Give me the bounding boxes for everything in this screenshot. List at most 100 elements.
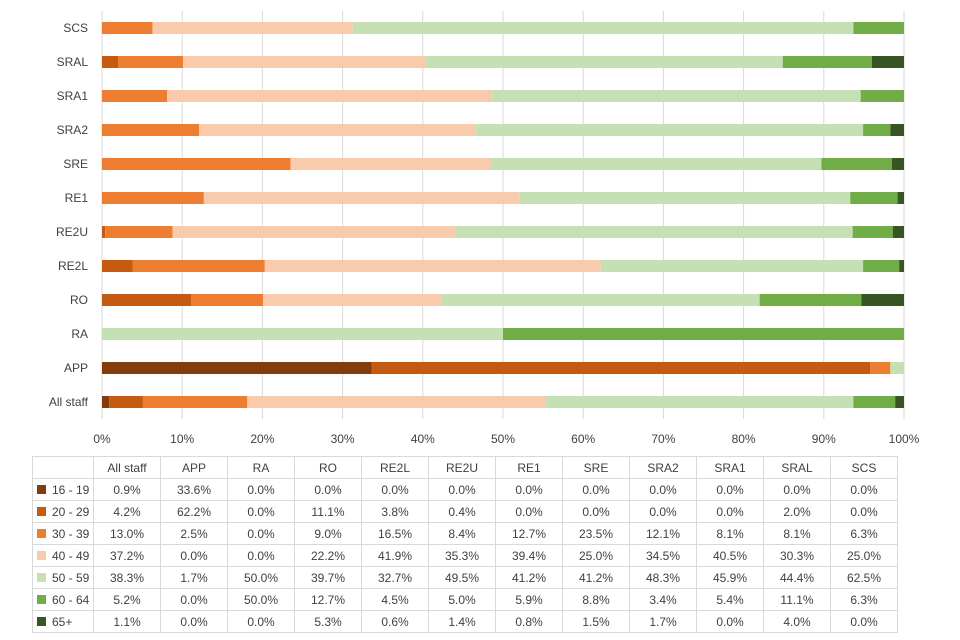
table-cell: 0.4%	[428, 500, 496, 523]
table-cell: 23.5%	[562, 522, 630, 545]
table-cell: 8.1%	[763, 522, 831, 545]
table-cell: 5.4%	[696, 588, 764, 611]
table-cell: 25.0%	[830, 544, 898, 567]
table-cell: 0.0%	[495, 478, 563, 501]
table-cell: 5.0%	[428, 588, 496, 611]
table-cell: 62.5%	[830, 566, 898, 589]
bar-segment	[102, 22, 153, 34]
bar-segment	[892, 226, 904, 238]
bar-segment	[152, 22, 353, 34]
table-cell: 25.0%	[562, 544, 630, 567]
table-cell: 33.6%	[160, 478, 228, 501]
table-cell: 0.0%	[361, 478, 429, 501]
bar-segment	[861, 294, 904, 306]
table-row: 50 - 59 38.3% 1.7% 50.0% 39.7% 32.7% 49.5% 41.2…	[32, 566, 898, 589]
legend-label: 30 - 39	[52, 526, 90, 541]
table-cell: 0.0%	[227, 478, 295, 501]
bar-segment	[102, 158, 291, 170]
table-cell: 16.5%	[361, 522, 429, 545]
bar-segment	[102, 192, 204, 204]
bar-segment	[203, 192, 520, 204]
x-tick-label: 10%	[170, 432, 194, 446]
legend-key	[37, 506, 46, 516]
legend-key	[37, 616, 46, 626]
category-label: All staff	[49, 395, 89, 409]
table-cell: 1.7%	[160, 566, 228, 589]
table-cell: 9.0%	[294, 522, 362, 545]
table-cell: 0.0%	[160, 588, 228, 611]
bar-segment	[897, 192, 904, 204]
table-cell: 13.0%	[93, 522, 161, 545]
bar-segment	[863, 260, 900, 272]
legend-entry: 16 - 19	[32, 478, 94, 501]
bar-segment	[426, 56, 783, 68]
bar-segment	[853, 396, 896, 408]
bar-segment	[890, 124, 904, 136]
table-cell: 0.6%	[361, 610, 429, 633]
table-cell: 0.0%	[227, 610, 295, 633]
bar-segment	[441, 294, 760, 306]
table-column-header: RE1	[495, 456, 563, 479]
category-label: APP	[64, 361, 88, 375]
bar-segment	[490, 158, 822, 170]
x-tick-label: 100%	[889, 432, 920, 446]
bar-segment	[102, 294, 192, 306]
legend-label: 50 - 59	[52, 570, 90, 585]
table-cell: 41.2%	[495, 566, 563, 589]
table-column-header: RO	[294, 456, 362, 479]
table-cell: 0.0%	[830, 478, 898, 501]
x-tick-label: 30%	[331, 432, 355, 446]
table-column-header: RE2L	[361, 456, 429, 479]
table-cell: 0.0%	[227, 544, 295, 567]
table-cell: 0.0%	[830, 500, 898, 523]
table-cell: 11.1%	[763, 588, 831, 611]
table-cell: 0.9%	[93, 478, 161, 501]
table-cell: 6.3%	[830, 588, 898, 611]
table-cell: 0.0%	[227, 500, 295, 523]
x-tick-label: 0%	[93, 432, 111, 446]
legend-entry: 60 - 64	[32, 588, 94, 611]
table-cell: 5.9%	[495, 588, 563, 611]
bar-segment	[870, 362, 891, 374]
bar-segment	[132, 260, 265, 272]
table-cell: 4.2%	[93, 500, 161, 523]
table-cell: 0.0%	[629, 478, 697, 501]
table-cell: 38.3%	[93, 566, 161, 589]
table-cell: 4.5%	[361, 588, 429, 611]
bar-segment	[167, 90, 493, 102]
table-row: 16 - 19 0.9% 33.6% 0.0% 0.0% 0.0% 0.0% 0.0% 0.0%…	[32, 478, 898, 501]
table-cell: 1.7%	[629, 610, 697, 633]
table-column-header: APP	[160, 456, 228, 479]
legend-label: 16 - 19	[52, 482, 90, 497]
bar-segment	[102, 90, 168, 102]
legend-label: 65+	[52, 614, 73, 629]
table-cell: 12.1%	[629, 522, 697, 545]
table-cell: 35.3%	[428, 544, 496, 567]
bar-segment	[102, 124, 200, 136]
table-cell: 40.5%	[696, 544, 764, 567]
bar-segment	[172, 226, 456, 238]
table-cell: 11.1%	[294, 500, 362, 523]
table-column-header: All staff	[93, 456, 161, 479]
table-cell: 32.7%	[361, 566, 429, 589]
table-cell: 0.0%	[160, 544, 228, 567]
table-cell: 0.0%	[629, 500, 697, 523]
table-cell: 22.2%	[294, 544, 362, 567]
table-cell: 12.7%	[294, 588, 362, 611]
x-tick-label: 40%	[411, 432, 435, 446]
bar-segment	[863, 124, 891, 136]
table-cell: 0.0%	[830, 610, 898, 633]
bar-segment	[102, 260, 133, 272]
table-cell: 0.0%	[495, 500, 563, 523]
table-cell: 0.0%	[562, 500, 630, 523]
table-row: 30 - 39 13.0% 2.5% 0.0% 9.0% 16.5% 8.4% 12.7% 23…	[32, 522, 898, 545]
category-label: SRE	[63, 157, 88, 171]
table-cell: 0.8%	[495, 610, 563, 633]
table-cell: 1.5%	[562, 610, 630, 633]
table-corner	[32, 456, 94, 479]
table-column-header: SCS	[830, 456, 898, 479]
category-label: SRAL	[57, 55, 89, 69]
table-cell: 0.0%	[227, 522, 295, 545]
table-cell: 41.2%	[562, 566, 630, 589]
legend-key	[37, 594, 46, 604]
